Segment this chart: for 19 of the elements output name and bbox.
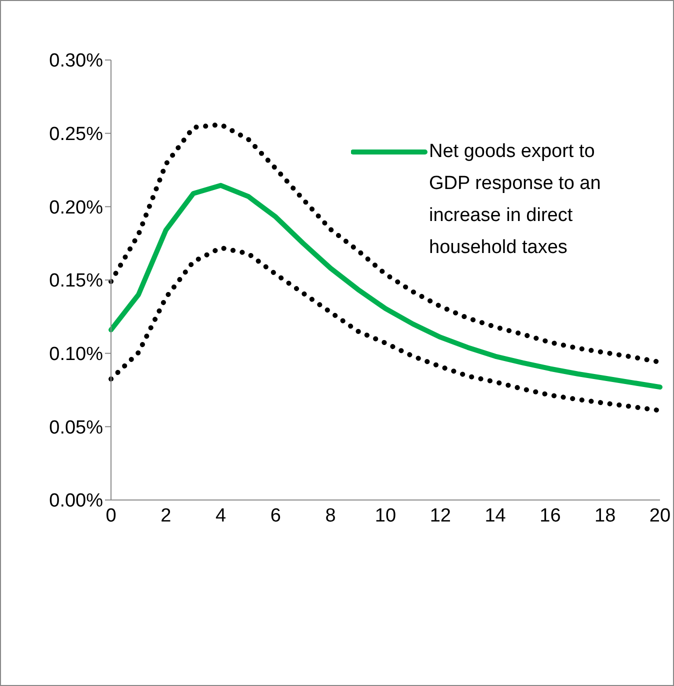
y-tick-label: 0.30% [49,50,104,72]
x-tick-label: 0 [106,505,116,526]
x-tick-label: 10 [374,505,396,526]
y-tick-label: 0.25% [49,124,104,146]
x-tick-label: 4 [216,505,227,526]
y-tick-label: 0.15% [49,270,104,292]
x-tick-label: 16 [540,505,561,526]
x-tick-label: 20 [649,505,671,526]
x-tick-label: 14 [484,505,506,526]
x-tick-label: 8 [325,505,336,526]
y-tick-label: 0.00% [49,490,104,512]
x-tick-label: 2 [160,505,172,526]
y-tick-label: 0.10% [49,344,104,366]
x-tick-label: 18 [594,505,616,526]
x-tick-label: 12 [430,505,451,526]
legend-label: Net goods export to GDP response to an increase in direct household taxes [429,140,602,260]
y-tick-label: 0.20% [49,197,104,218]
x-tick-label: 6 [270,505,281,526]
y-tick-label: 0.05% [49,417,104,438]
